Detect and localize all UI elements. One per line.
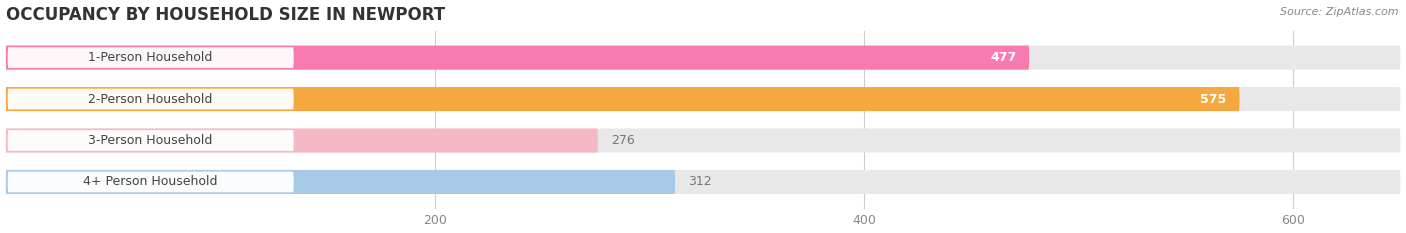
Text: 575: 575 — [1201, 93, 1226, 106]
Text: Source: ZipAtlas.com: Source: ZipAtlas.com — [1281, 7, 1399, 17]
FancyBboxPatch shape — [6, 128, 1400, 153]
Text: 276: 276 — [610, 134, 634, 147]
Text: OCCUPANCY BY HOUSEHOLD SIZE IN NEWPORT: OCCUPANCY BY HOUSEHOLD SIZE IN NEWPORT — [6, 6, 444, 24]
FancyBboxPatch shape — [6, 128, 598, 153]
FancyBboxPatch shape — [7, 89, 294, 110]
Text: 477: 477 — [990, 51, 1017, 64]
FancyBboxPatch shape — [6, 170, 675, 194]
Text: 2-Person Household: 2-Person Household — [89, 93, 212, 106]
FancyBboxPatch shape — [7, 171, 294, 192]
Text: 312: 312 — [688, 175, 711, 188]
Text: 3-Person Household: 3-Person Household — [89, 134, 212, 147]
FancyBboxPatch shape — [6, 170, 1400, 194]
FancyBboxPatch shape — [6, 46, 1029, 70]
FancyBboxPatch shape — [7, 47, 294, 68]
Text: 4+ Person Household: 4+ Person Household — [83, 175, 218, 188]
FancyBboxPatch shape — [7, 130, 294, 151]
FancyBboxPatch shape — [6, 87, 1240, 111]
FancyBboxPatch shape — [6, 46, 1400, 70]
Text: 1-Person Household: 1-Person Household — [89, 51, 212, 64]
FancyBboxPatch shape — [6, 87, 1400, 111]
